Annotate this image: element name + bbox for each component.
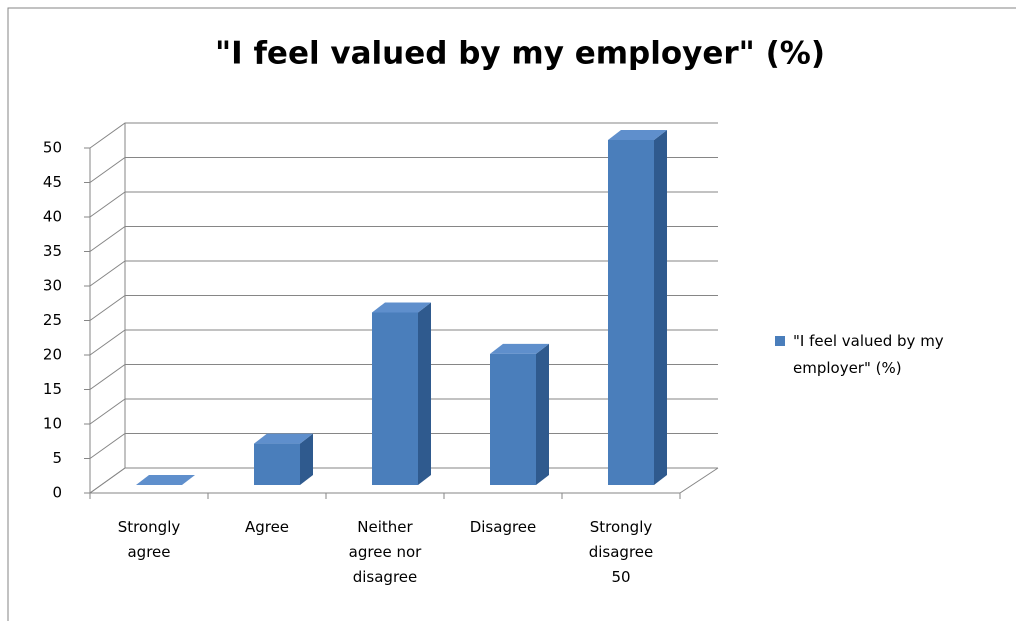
grid-line [89, 295, 718, 321]
bar-top [136, 475, 195, 485]
y-tick-label: 30 [43, 277, 62, 295]
x-tick-label: Agree [245, 518, 289, 536]
grid-line [89, 329, 718, 356]
bar [254, 433, 313, 485]
y-tick-label: 40 [43, 208, 62, 226]
bar-side [536, 343, 549, 485]
y-tick-label: 35 [43, 242, 62, 260]
x-tick-label: Disagree [470, 518, 537, 536]
grid-line [89, 122, 718, 149]
y-tick-label: 45 [43, 173, 62, 191]
y-tick-label: 15 [43, 380, 62, 398]
grid-line [89, 191, 718, 218]
x-tick-label: Strongly disagree 50 [589, 518, 654, 586]
chart-title: "I feel valued by my employer" (%) [215, 36, 825, 72]
y-tick-label: 0 [52, 484, 62, 502]
grid-line [89, 157, 718, 183]
x-tick-label: Strongly agree [118, 518, 181, 561]
grid-line [89, 226, 718, 252]
bar [136, 475, 195, 485]
bar-top [254, 433, 313, 444]
bar-side [654, 130, 667, 485]
legend-swatch [775, 336, 785, 346]
grid-line [89, 260, 718, 287]
bar-front [254, 443, 300, 485]
bar-side [300, 433, 313, 485]
bar-side [418, 302, 431, 485]
y-tick-label: 50 [43, 139, 62, 157]
bar-top [490, 343, 549, 354]
bar-front [608, 140, 654, 485]
bar-top [608, 130, 667, 140]
bar-front [372, 312, 418, 485]
x-tick-label: Neither agree nor disagree [349, 518, 422, 586]
bar [490, 343, 549, 485]
bar-front [490, 353, 536, 485]
bar-top [372, 302, 431, 313]
y-tick-label: 20 [43, 346, 62, 364]
y-tick-label: 25 [43, 311, 62, 329]
y-tick-label: 5 [52, 449, 62, 467]
chart-border [7, 7, 1016, 621]
legend-label: "I feel valued by my employer" (%) [793, 332, 944, 377]
bar [608, 130, 667, 485]
y-tick-label: 10 [43, 415, 62, 433]
bar [372, 302, 431, 485]
